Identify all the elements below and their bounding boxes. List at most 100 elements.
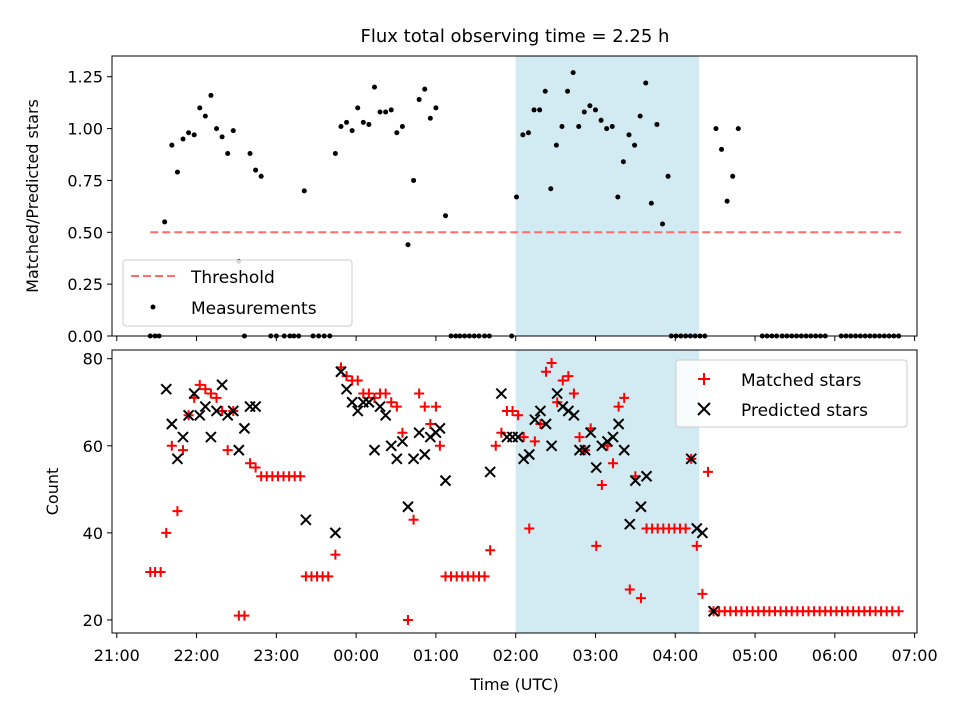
- data-point: [730, 173, 736, 179]
- data-point: [239, 610, 250, 621]
- data-point: [208, 92, 214, 98]
- data-point: [211, 392, 222, 403]
- data-point: [551, 387, 563, 400]
- data-point: [659, 221, 665, 227]
- data-point: [363, 388, 374, 399]
- data-point: [405, 242, 411, 248]
- x-tick-label: 22:00: [174, 646, 220, 665]
- data-point: [197, 105, 203, 111]
- data-point: [414, 388, 425, 399]
- data-point: [329, 527, 342, 539]
- data-point: [178, 445, 189, 456]
- data-point: [186, 130, 192, 136]
- data-point: [635, 501, 647, 513]
- data-point: [199, 400, 212, 413]
- data-point: [545, 440, 558, 452]
- data-point: [160, 383, 172, 395]
- data-point: [346, 396, 358, 408]
- data-point: [425, 419, 436, 430]
- data-point: [584, 427, 597, 439]
- data-point: [574, 432, 585, 443]
- data-point: [244, 400, 256, 413]
- x-tick-label: 02:00: [493, 646, 539, 665]
- data-point: [433, 105, 439, 111]
- data-point: [430, 401, 441, 412]
- y-tick-label: 60: [83, 437, 103, 456]
- data-point: [495, 387, 508, 400]
- count-panel: 20 40 60 80 21:00 22:00 23:00 00:00 01:00 02:00 03…: [43, 349, 938, 694]
- data-point: [724, 198, 730, 204]
- data-point: [479, 571, 490, 582]
- data-point: [247, 150, 253, 156]
- y-tick-label: 20: [83, 611, 103, 630]
- data-point: [735, 126, 741, 132]
- data-point: [374, 400, 386, 413]
- data-point: [632, 142, 638, 148]
- data-point: [439, 474, 452, 487]
- data-point: [591, 540, 602, 551]
- data-point: [377, 109, 383, 115]
- data-point: [568, 388, 579, 399]
- data-point: [366, 121, 372, 127]
- data-point: [513, 194, 519, 200]
- legend-matched-swatch: [698, 373, 710, 385]
- data-point: [513, 410, 524, 421]
- x-tick-label: 07:00: [892, 646, 938, 665]
- data-point: [615, 194, 621, 200]
- data-point: [202, 113, 208, 119]
- data-point: [205, 388, 216, 399]
- axes-frame: [111, 55, 918, 337]
- data-point: [194, 379, 205, 390]
- data-point: [518, 432, 529, 443]
- data-point: [557, 375, 568, 386]
- data-point: [408, 514, 419, 525]
- data-point: [434, 440, 445, 451]
- data-point: [618, 444, 630, 456]
- data-point: [629, 474, 642, 487]
- data-point: [523, 448, 535, 461]
- data-point: [648, 200, 654, 206]
- data-point: [171, 453, 184, 465]
- data-point: [612, 418, 625, 430]
- data-point: [697, 588, 708, 599]
- axes-frame: [111, 349, 918, 634]
- data-point: [559, 124, 565, 130]
- data-point: [540, 418, 552, 430]
- data-point: [385, 440, 397, 452]
- data-point: [238, 422, 251, 435]
- data-point: [553, 142, 559, 148]
- data-point: [258, 173, 264, 179]
- data-point: [607, 431, 619, 443]
- data-point: [581, 109, 587, 115]
- figure-title: Flux total observing time = 2.25 h: [361, 26, 670, 47]
- legend-box: [122, 259, 353, 327]
- data-point: [484, 466, 496, 478]
- data-point: [598, 117, 604, 123]
- data-point: [579, 444, 591, 456]
- data-point: [416, 97, 422, 103]
- data-point: [323, 571, 334, 582]
- data-point: [654, 121, 660, 127]
- data-point: [640, 470, 653, 482]
- data-point: [340, 383, 353, 395]
- data-point: [608, 458, 619, 469]
- y-tick-label: 80: [83, 350, 103, 369]
- data-point: [529, 436, 540, 447]
- data-point: [534, 405, 547, 417]
- data-point: [524, 523, 535, 534]
- data-point: [394, 130, 400, 136]
- data-point: [442, 213, 448, 219]
- data-point: [568, 409, 580, 422]
- data-point: [563, 371, 574, 382]
- data-point: [230, 128, 236, 134]
- data-point: [620, 159, 626, 165]
- data-point: [413, 427, 425, 439]
- data-point: [422, 86, 428, 92]
- data-point: [590, 461, 602, 474]
- x-tick-label: 21:00: [94, 646, 140, 665]
- data-point: [352, 375, 363, 386]
- data-point: [626, 132, 632, 138]
- legend-matched-label: Matched stars: [741, 371, 861, 391]
- data-point: [391, 453, 403, 465]
- legend-box: [675, 359, 908, 428]
